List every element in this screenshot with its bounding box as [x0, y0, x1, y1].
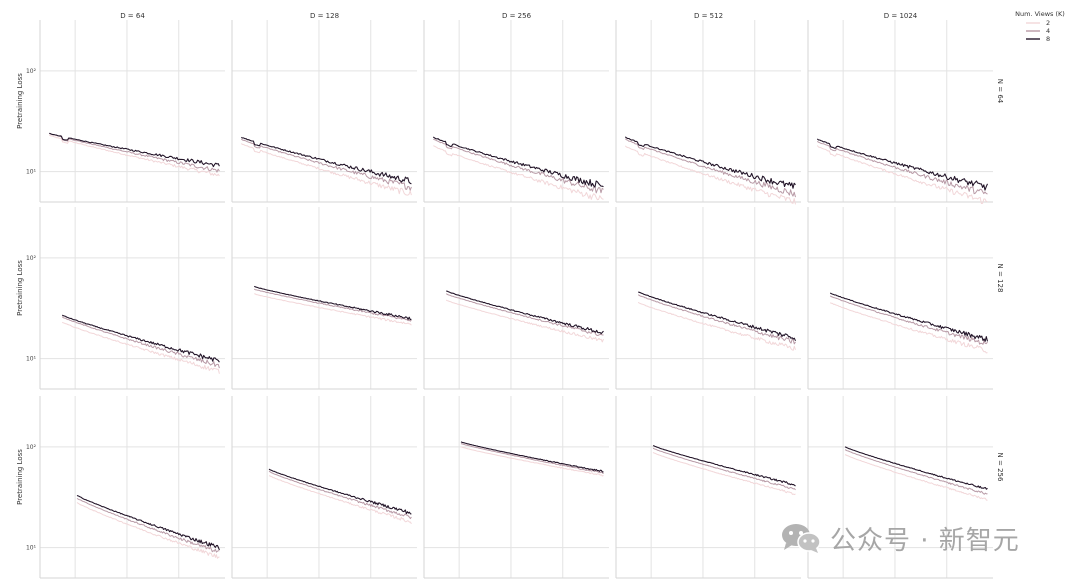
series-line-k8 — [268, 468, 412, 515]
y-tick-label: 10² — [26, 444, 37, 451]
panel: 10¹ 10² — [26, 396, 225, 579]
series-line-k4 — [240, 138, 412, 191]
series-line-k2 — [460, 446, 604, 477]
legend-label: 2 — [1046, 19, 1050, 27]
row-title: N = 64 — [996, 79, 1004, 104]
wechat-icon — [782, 524, 821, 553]
column-title: D = 128 — [310, 12, 339, 20]
series-line-k8 — [652, 445, 796, 487]
row-title: N = 256 — [996, 453, 1004, 482]
column-title: D = 64 — [120, 12, 145, 20]
series-line-k2 — [62, 321, 220, 374]
panel — [615, 207, 801, 390]
panel — [423, 20, 609, 203]
series-line-k4 — [817, 140, 988, 195]
panel — [807, 207, 993, 390]
series-line-k8 — [76, 494, 220, 551]
panel — [423, 207, 609, 390]
watermark-text: 公众号 · 新智元 — [830, 525, 1020, 556]
column-title: D = 512 — [694, 12, 723, 20]
column-title: D = 256 — [502, 12, 532, 20]
series-line-k8 — [432, 136, 604, 188]
panel — [615, 20, 801, 203]
series-line-k4 — [445, 293, 604, 336]
series-line-k8 — [254, 285, 412, 321]
series-line-k4 — [844, 449, 988, 495]
series-line-k4 — [829, 295, 988, 345]
series-line-k4 — [61, 316, 220, 369]
y-tick-label: 10² — [26, 68, 37, 75]
y-tick-label: 10² — [26, 255, 37, 262]
series-line-k4 — [637, 294, 796, 345]
y-tick-label: 10¹ — [26, 545, 37, 552]
series-line-k2 — [254, 293, 412, 326]
series-line-k2 — [816, 145, 988, 204]
y-tick-label: 10¹ — [26, 169, 37, 176]
series-line-k8 — [446, 290, 604, 335]
series-line-k8 — [460, 441, 604, 473]
panel: 10¹ 10² — [26, 20, 225, 203]
panel: 10¹ 10² — [26, 207, 225, 390]
series-line-k2 — [241, 143, 412, 196]
series-line-k8 — [624, 136, 796, 189]
series-line-k4 — [268, 470, 412, 520]
legend-title: Num. Views (K) — [1015, 10, 1065, 18]
series-line-k8 — [638, 291, 796, 342]
series-line-k8 — [844, 446, 988, 490]
series-line-k4 — [433, 138, 604, 194]
series-line-k2 — [76, 502, 220, 559]
panel — [807, 20, 993, 203]
series-line-k2 — [433, 145, 604, 201]
legend-label: 8 — [1046, 35, 1050, 43]
series-line-k8 — [829, 292, 989, 342]
panel — [615, 396, 801, 579]
legend: Num. Views (K)248 — [1015, 10, 1065, 43]
series-line-k2 — [445, 299, 604, 343]
y-axis-label: Pretraining Loss — [16, 73, 24, 129]
series-line-k2 — [829, 302, 988, 354]
y-tick-label: 10¹ — [26, 356, 37, 363]
series-line-k8 — [816, 138, 989, 191]
panel — [231, 207, 417, 390]
column-title: D = 1024 — [884, 12, 918, 20]
series-line-k4 — [253, 288, 412, 322]
series-line-k2 — [49, 134, 220, 177]
watermark: 公众号 · 新智元 — [780, 520, 1020, 556]
series-line-k4 — [652, 447, 796, 491]
panel — [231, 396, 417, 579]
series-line-k4 — [460, 443, 604, 475]
series-line-k4 — [76, 497, 220, 553]
series-line-k8 — [61, 314, 220, 363]
series-line-k2 — [624, 145, 796, 205]
series-line-k2 — [268, 475, 412, 525]
y-axis-label: Pretraining Loss — [16, 449, 24, 505]
y-axis-label: Pretraining Loss — [16, 260, 24, 316]
row-title: N = 128 — [996, 264, 1004, 293]
series-line-k8 — [241, 136, 412, 185]
series-line-k8 — [49, 132, 220, 168]
series-line-k4 — [624, 138, 796, 198]
series-line-k2 — [652, 451, 796, 496]
series-line-k4 — [49, 132, 220, 173]
panel — [423, 396, 609, 579]
legend-label: 4 — [1046, 27, 1050, 35]
series-line-k2 — [844, 454, 988, 501]
series-line-k2 — [637, 301, 796, 351]
